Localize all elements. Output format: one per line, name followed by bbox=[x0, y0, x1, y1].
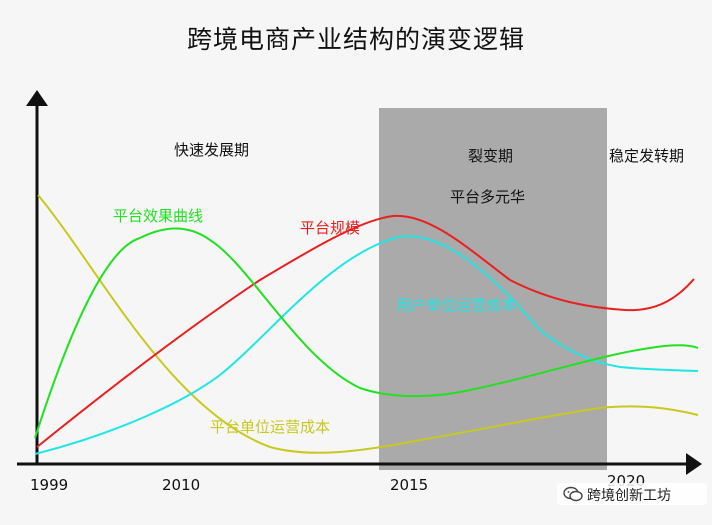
phase-fission-subtitle: 平台多元华 bbox=[450, 188, 526, 206]
x-tick-2015: 2015 bbox=[390, 476, 429, 494]
platform-scale-curve bbox=[36, 214, 695, 448]
diagram-title: 跨境电商产业结构的演变逻辑 bbox=[186, 25, 525, 54]
platform-cost-label: 平台单位运营成本 bbox=[210, 418, 331, 436]
user-cost-label: 用户单位运营成本 bbox=[396, 296, 517, 314]
phase-stable: 稳定发转期 bbox=[609, 147, 685, 165]
platform-effect-label: 平台效果曲线 bbox=[113, 207, 204, 225]
phase-fission: 裂变期 bbox=[468, 147, 514, 165]
x-axis-arrow bbox=[686, 453, 702, 475]
wechat-icon bbox=[563, 486, 583, 502]
y-axis-arrow bbox=[26, 90, 48, 106]
x-tick-1999: 1999 bbox=[30, 476, 69, 494]
fission-period-shade bbox=[379, 108, 607, 470]
watermark: 跨境创新工坊 bbox=[557, 483, 707, 505]
platform-scale-label: 平台规模 bbox=[300, 219, 361, 237]
user-cost-curve bbox=[34, 235, 699, 455]
phase-fast-growth: 快速发展期 bbox=[174, 141, 250, 159]
watermark-text: 跨境创新工坊 bbox=[587, 488, 671, 504]
platform-effect-curve bbox=[34, 227, 699, 439]
x-tick-2010: 2010 bbox=[162, 476, 201, 494]
platform-cost-curve bbox=[37, 194, 699, 454]
